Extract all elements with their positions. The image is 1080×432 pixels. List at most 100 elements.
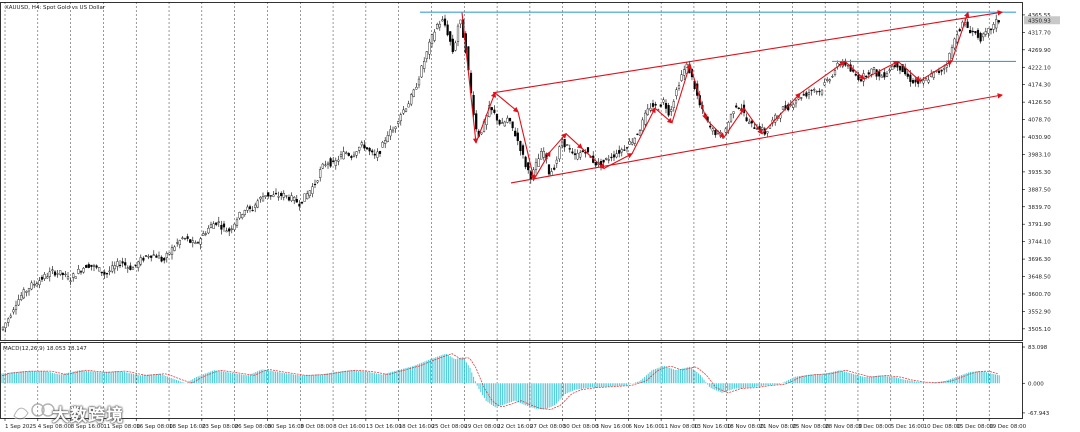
- candle-up: [321, 163, 324, 169]
- candle-up: [670, 109, 673, 112]
- current-price-label: 4350.93: [1028, 18, 1051, 24]
- candle-up: [168, 252, 171, 255]
- candle-up: [542, 150, 545, 158]
- candle-up: [261, 196, 265, 202]
- candle-up: [131, 267, 135, 270]
- candle-down: [61, 272, 64, 276]
- x-tick-label: 3 Nov 16:00: [596, 424, 630, 430]
- candle-down: [867, 72, 870, 75]
- x-tick-label: 30 Oct 08:00: [563, 424, 599, 430]
- candle-up: [662, 99, 665, 103]
- candle-up: [256, 200, 259, 208]
- candle-down: [129, 265, 132, 270]
- candle-up: [178, 240, 181, 245]
- x-tick-label: 5 Dec 16:00: [891, 424, 925, 430]
- candle-down: [350, 156, 353, 158]
- candle-up: [233, 223, 236, 230]
- candle-down: [103, 271, 106, 275]
- candle-down: [857, 75, 860, 81]
- candle-down: [150, 255, 153, 258]
- candle-up: [503, 121, 506, 127]
- candle-up: [891, 65, 894, 70]
- candle-up: [126, 267, 129, 269]
- zigzag-segment: [517, 111, 536, 181]
- candle-down: [228, 228, 231, 232]
- candle-down: [971, 30, 974, 33]
- candle-up: [176, 242, 179, 244]
- x-tick-label: 11 Nov 08:00: [661, 424, 699, 430]
- main-panel-frame: [0, 2, 1023, 341]
- candle-down: [802, 94, 805, 96]
- candle-up: [48, 271, 51, 277]
- zigzag-segment: [461, 12, 479, 144]
- y-tick-label: 3505.10: [1028, 327, 1051, 333]
- candle-down: [612, 154, 616, 158]
- chart-title: XAUUSD, H4: Spot Gold vs US Dollar: [5, 5, 106, 11]
- candle-down: [287, 196, 291, 201]
- candle-up: [789, 104, 792, 106]
- candle-up: [820, 89, 824, 95]
- candle-down: [118, 264, 122, 267]
- x-tick-label: 26 Sep 08:00: [235, 424, 272, 430]
- zigzag-segment: [581, 147, 605, 170]
- candle-down: [53, 271, 57, 276]
- candle-up: [33, 284, 36, 286]
- zigzag-segment: [533, 150, 551, 180]
- candle-down: [659, 104, 662, 107]
- candle-up: [337, 159, 340, 162]
- candle-up: [438, 23, 441, 28]
- candle-up: [992, 24, 995, 30]
- candle-down: [883, 72, 886, 78]
- candle-down: [332, 160, 335, 162]
- candle-down: [368, 147, 371, 152]
- candle-up: [376, 151, 379, 158]
- candle-up: [953, 38, 956, 49]
- zigzag-segment: [475, 91, 497, 144]
- candle-up: [638, 130, 642, 136]
- candle-up: [173, 246, 176, 251]
- candle-down: [514, 130, 517, 137]
- candle-up: [217, 221, 220, 223]
- candle-up: [306, 193, 309, 200]
- candle-down: [618, 150, 621, 154]
- candle-up: [108, 270, 111, 273]
- candle-up: [246, 206, 249, 211]
- candle-down: [298, 203, 301, 207]
- candle-down: [937, 70, 941, 74]
- candle-up: [14, 305, 18, 310]
- candle-up: [984, 31, 987, 35]
- zigzag-segment: [743, 107, 763, 135]
- candle-down: [300, 201, 304, 204]
- y-tick-label: 3744.10: [1028, 240, 1051, 246]
- axes: 1 Sep 2025 4 Sep 08:00 8 Sep 16:00 11 Sep 0…: [0, 2, 1060, 430]
- current-price-box: [1024, 16, 1060, 25]
- candle-down: [142, 257, 145, 261]
- candle-down: [134, 264, 137, 266]
- macd-panel-frame: [0, 342, 1023, 419]
- candle-down: [859, 79, 863, 82]
- candle-up: [241, 214, 244, 219]
- candle-up: [360, 142, 363, 146]
- candle-down: [215, 222, 218, 225]
- candle-down: [267, 192, 270, 197]
- candle-up: [326, 162, 330, 165]
- candle-up: [430, 34, 434, 44]
- candle-up: [209, 224, 213, 228]
- candle-up: [537, 158, 540, 167]
- candle-down: [906, 73, 909, 77]
- candle-up: [212, 223, 215, 229]
- candle-down: [144, 255, 148, 257]
- candle-up: [628, 141, 631, 145]
- candle-down: [805, 92, 808, 97]
- candle-up: [170, 247, 174, 255]
- candle-up: [293, 197, 296, 201]
- candle-down: [893, 64, 896, 68]
- candle-up: [139, 257, 142, 265]
- candle-up: [116, 261, 119, 267]
- candle-down: [610, 156, 613, 159]
- candle-up: [633, 137, 636, 144]
- candle-down: [155, 255, 158, 258]
- candle-down: [896, 62, 899, 68]
- candle-up: [311, 186, 314, 194]
- candle-up: [620, 149, 623, 153]
